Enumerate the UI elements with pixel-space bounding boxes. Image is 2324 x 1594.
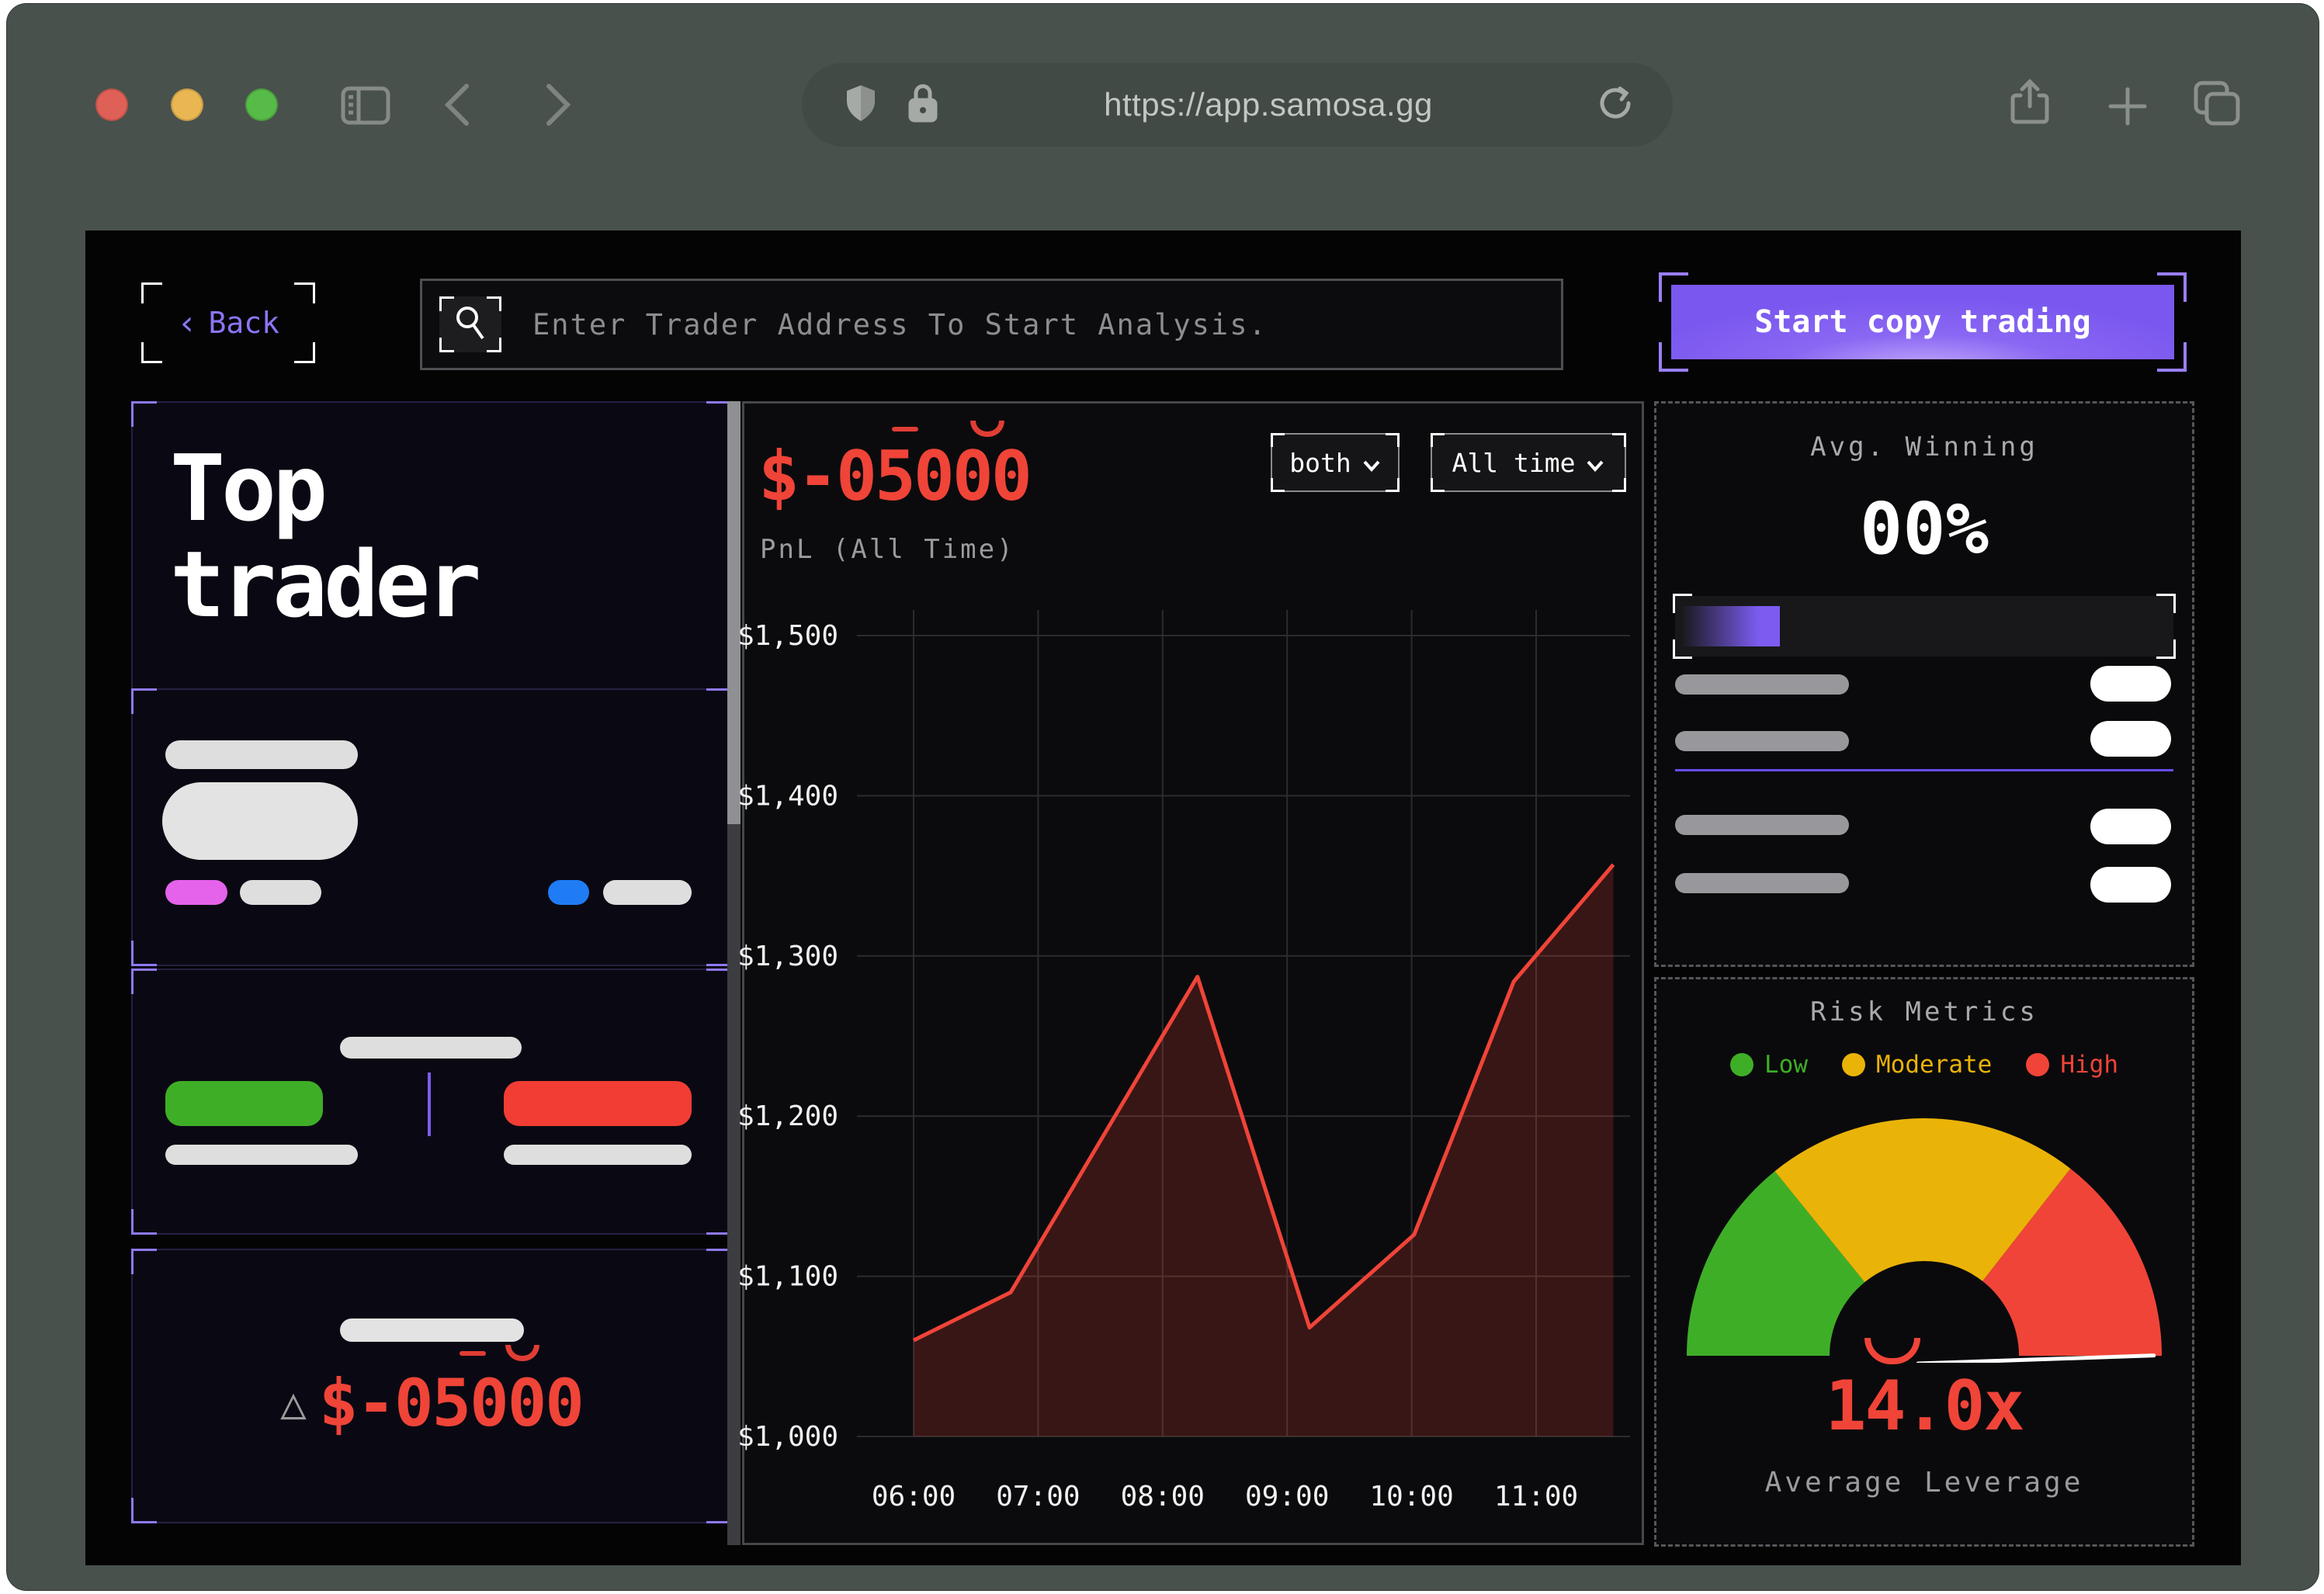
start-copy-trading-button[interactable]: Start copy trading — [1659, 272, 2187, 359]
skeleton-pill — [2090, 809, 2171, 844]
legend-item-moderate: Moderate — [1842, 1051, 1992, 1079]
digit-ticker-artifact — [505, 1345, 539, 1361]
nav-back-icon[interactable] — [443, 83, 471, 126]
search-input[interactable] — [531, 307, 1561, 342]
legend-dot-moderate — [1842, 1053, 1866, 1076]
shield-icon — [845, 84, 876, 126]
average-leverage-value: 14.0x — [1825, 1366, 2025, 1446]
browser-window: https://app.samosa.gg — [6, 3, 2319, 1591]
long-button-skeleton[interactable] — [165, 1081, 323, 1126]
legend-dot-high — [2026, 1053, 2050, 1076]
average-leverage-caption: Average Leverage — [1764, 1467, 2084, 1499]
digit-ticker-artifact — [892, 427, 918, 431]
legend-label: Moderate — [1876, 1051, 1993, 1079]
skeleton-bar — [1675, 815, 1849, 835]
skeleton-pill-magenta — [165, 880, 227, 905]
pnl-label: PnL (All Time) — [760, 534, 1015, 565]
skeleton-bar — [1675, 731, 1849, 751]
divider — [428, 1072, 431, 1136]
risk-metrics-panel: Risk Metrics Low Moderate High — [1654, 977, 2194, 1547]
nav-forward-icon[interactable] — [544, 83, 572, 126]
back-chevron-icon: ‹ — [176, 303, 198, 343]
avg-winning-panel: Avg. Winning 00% — [1654, 401, 2194, 967]
risk-gauge — [1687, 1118, 2162, 1363]
legend-item-low: Low — [1730, 1051, 1808, 1079]
skeleton-bar — [165, 1145, 358, 1165]
zoom-button[interactable] — [245, 88, 278, 121]
trader-pnl-panel: △ $-05000 — [131, 1249, 732, 1523]
skeleton-bar — [504, 1145, 692, 1165]
skeleton-bar — [165, 740, 358, 769]
trader-pnl-value: $-05000 — [318, 1365, 584, 1441]
panel-title: Risk Metrics — [1810, 996, 2038, 1027]
app-content: ‹ Back Start copy trading — [85, 230, 2241, 1565]
win-rate-progress-fill — [1681, 606, 1780, 646]
sidebar-toggle-icon[interactable] — [341, 86, 390, 125]
url-bar[interactable]: https://app.samosa.gg — [802, 63, 1673, 147]
time-filter-value: All time — [1452, 447, 1576, 478]
trader-summary-panel — [131, 688, 732, 966]
skeleton-pill — [2090, 867, 2171, 903]
avg-winning-value: 00% — [1859, 487, 1989, 570]
delta-icon: △ — [280, 1377, 307, 1429]
direction-filter-dropdown[interactable]: both — [1271, 433, 1400, 492]
chevron-down-icon — [1586, 448, 1604, 478]
short-button-skeleton[interactable] — [504, 1081, 692, 1126]
skeleton-bar — [1675, 674, 1849, 695]
legend-label: High — [2060, 1051, 2118, 1079]
minimize-button[interactable] — [171, 88, 203, 121]
legend-item-high: High — [2026, 1051, 2118, 1079]
risk-legend: Low Moderate High — [1656, 1051, 2192, 1079]
skeleton-bar — [1675, 873, 1849, 893]
skeleton-bar — [162, 782, 358, 860]
left-scrollbar-track[interactable] — [727, 401, 741, 1545]
trader-pnl-value-row: △ $-05000 — [133, 1365, 730, 1441]
search-icon — [453, 304, 487, 345]
legend-dot-low — [1730, 1053, 1754, 1076]
back-button[interactable]: ‹ Back — [141, 282, 315, 363]
time-filter-dropdown[interactable]: All time — [1431, 433, 1626, 492]
tab-overview-icon[interactable] — [2193, 80, 2241, 126]
long-short-panel — [131, 969, 732, 1235]
cta-label: Start copy trading — [1754, 304, 2091, 340]
share-icon[interactable] — [2010, 78, 2050, 126]
close-button[interactable] — [95, 88, 128, 121]
skeleton-bar — [240, 880, 321, 905]
skeleton-bar — [340, 1037, 522, 1059]
digit-ticker-artifact — [970, 421, 1004, 437]
skeleton-pill-blue — [548, 880, 589, 905]
skeleton-bar — [603, 880, 692, 905]
new-tab-icon[interactable] — [2107, 86, 2148, 126]
panel-title: Avg. Winning — [1810, 431, 2038, 463]
search-icon-box — [439, 296, 501, 352]
pnl-value: $-05000 — [758, 436, 1032, 516]
back-button-label: Back — [208, 306, 279, 340]
left-scrollbar-thumb[interactable] — [727, 401, 741, 824]
url-text[interactable]: https://app.samosa.gg — [1104, 86, 1433, 123]
legend-label: Low — [1764, 1051, 1809, 1079]
digit-ticker-artifact — [460, 1351, 486, 1356]
direction-filter-value: both — [1289, 447, 1351, 478]
trader-address-search[interactable] — [420, 279, 1563, 370]
reload-icon[interactable] — [1598, 84, 1634, 126]
chevron-down-icon — [1362, 448, 1381, 478]
divider — [1675, 769, 2173, 771]
win-rate-progress-track — [1673, 594, 2176, 657]
skeleton-pill — [2090, 721, 2171, 757]
panel-title: Top trader — [170, 435, 481, 638]
skeleton-pill — [2090, 666, 2171, 702]
pnl-chart-panel: $-05000 PnL (All Time) both All time — [742, 401, 1644, 1545]
lock-icon — [907, 83, 938, 127]
skeleton-bar — [340, 1319, 524, 1342]
